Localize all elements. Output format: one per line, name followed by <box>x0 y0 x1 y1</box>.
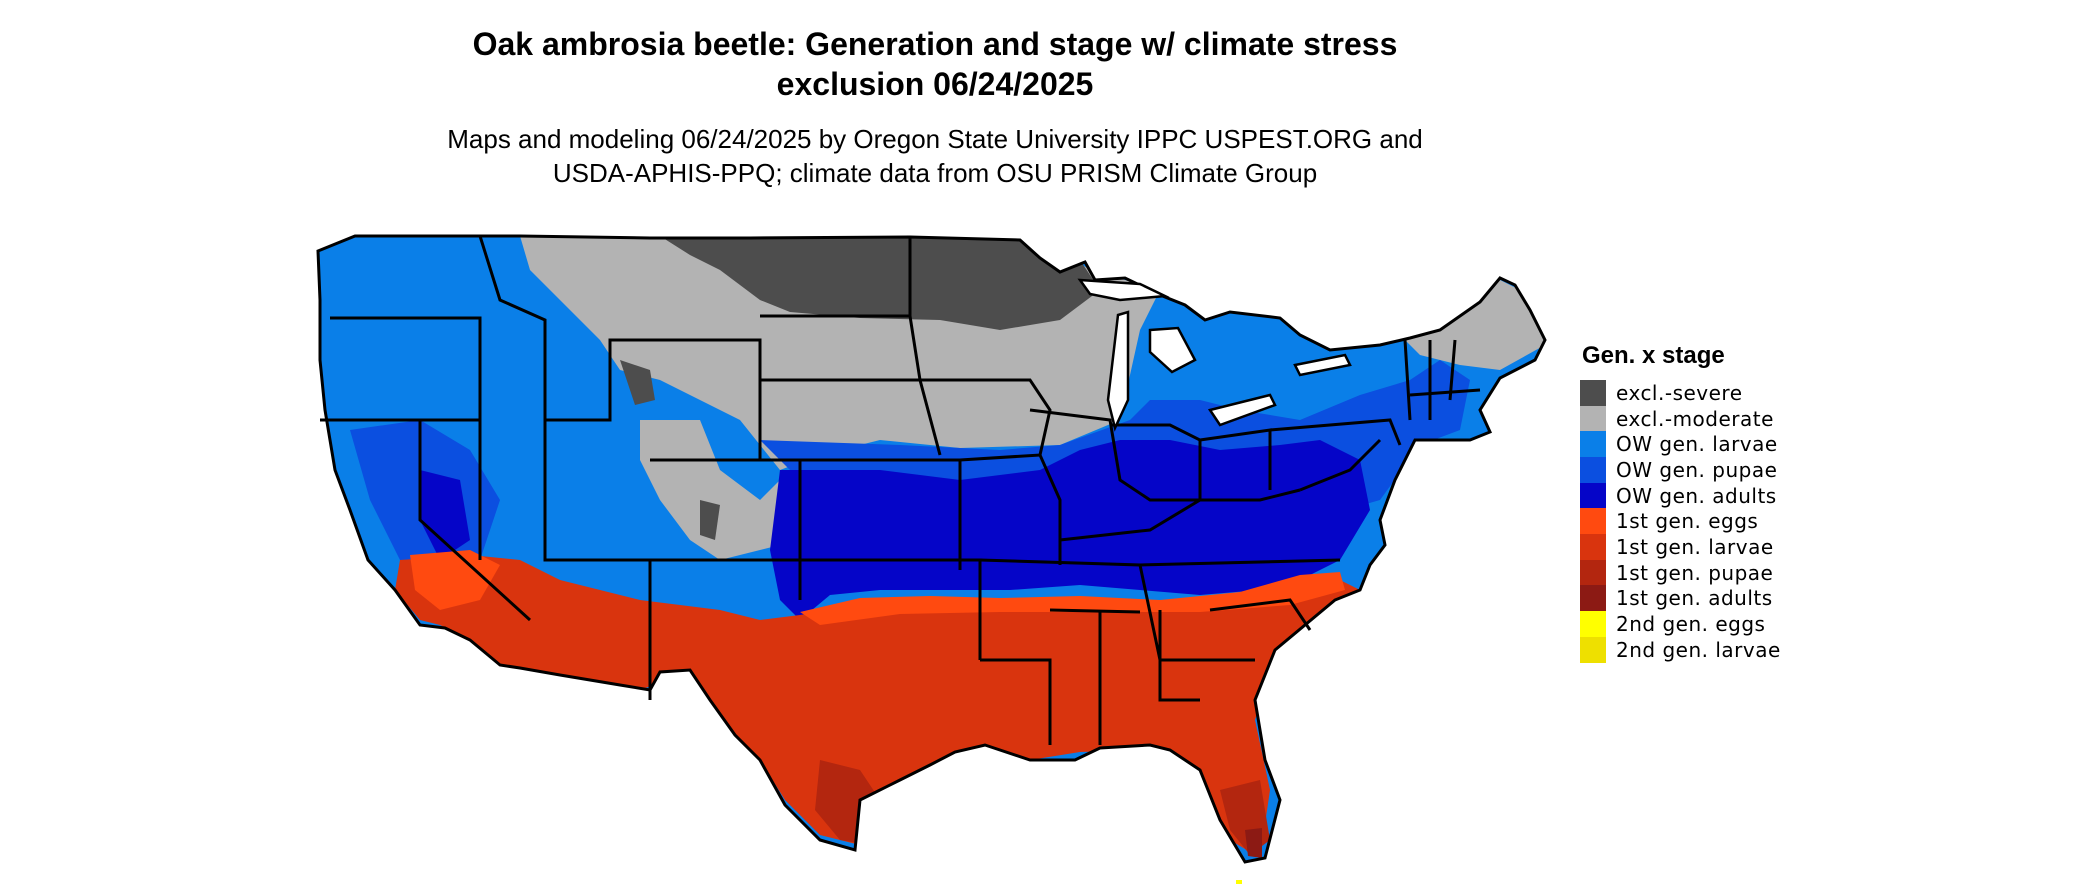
legend-label: excl.-moderate <box>1616 406 1774 431</box>
legend-swatch <box>1580 636 1606 663</box>
legend-title: Gen. x stage <box>1582 342 1725 369</box>
legend-swatch <box>1580 559 1606 586</box>
legend-swatch <box>1580 482 1606 509</box>
legend: Gen. x stage excl.-severe excl.-moderate O… <box>1580 342 1781 663</box>
legend-label: 2nd gen. larvae <box>1616 637 1781 662</box>
region-1st-gen-larvae <box>395 555 1360 858</box>
map-title: Oak ambrosia beetle: Generation and stag… <box>330 24 1540 104</box>
lake-ontario <box>1293 353 1352 377</box>
legend-item: 1st gen. eggs <box>1580 508 1781 535</box>
region-excl-severe-colorado <box>700 500 720 540</box>
region-ow-adults-west <box>420 470 470 560</box>
region-excl-severe <box>660 236 1100 330</box>
legend-item: OW gen. adults <box>1580 482 1781 509</box>
legend-label: OW gen. pupae <box>1616 457 1778 482</box>
legend-label: 2nd gen. eggs <box>1616 612 1766 637</box>
legend-label: excl.-severe <box>1616 380 1743 405</box>
map-subtitle-line-1: Maps and modeling 06/24/2025 by Oregon S… <box>447 124 1423 154</box>
region-1st-gen-eggs-california <box>410 550 500 610</box>
legend-item: OW gen. pupae <box>1580 456 1781 483</box>
legend-item: 1st gen. pupae <box>1580 559 1781 586</box>
legend-swatch <box>1580 456 1606 483</box>
legend-swatch <box>1580 585 1606 612</box>
lake-superior <box>1077 278 1170 302</box>
legend-swatch <box>1580 405 1606 432</box>
region-excl-severe-wyoming <box>620 360 655 405</box>
legend-label: 1st gen. eggs <box>1616 509 1759 534</box>
great-lakes <box>1077 278 1352 432</box>
legend-label: 1st gen. pupae <box>1616 560 1774 585</box>
legend-label: 1st gen. larvae <box>1616 534 1774 559</box>
legend-item: 2nd gen. eggs <box>1580 611 1781 638</box>
legend-swatch <box>1580 508 1606 535</box>
lake-huron <box>1148 326 1197 374</box>
legend-label: OW gen. larvae <box>1616 432 1778 457</box>
region-2nd-gen-eggs <box>1236 880 1242 884</box>
stage-regions <box>318 236 1545 862</box>
legend-item: 2nd gen. larvae <box>1580 636 1781 663</box>
legend-items: excl.-severe excl.-moderate OW gen. larvae… <box>1580 379 1781 663</box>
legend-item: excl.-severe <box>1580 379 1781 406</box>
lake-michigan <box>1106 310 1130 432</box>
region-ow-adults <box>770 440 1370 620</box>
state-boundaries <box>316 234 1547 864</box>
legend-item: excl.-moderate <box>1580 405 1781 432</box>
legend-label: OW gen. adults <box>1616 483 1777 508</box>
map-title-line-1: Oak ambrosia beetle: Generation and stag… <box>472 26 1398 62</box>
legend-item: 1st gen. adults <box>1580 585 1781 612</box>
legend-label: 1st gen. adults <box>1616 586 1773 611</box>
legend-item: OW gen. larvae <box>1580 431 1781 458</box>
legend-item: 1st gen. larvae <box>1580 533 1781 560</box>
region-1st-gen-eggs-band <box>800 572 1345 625</box>
legend-swatch <box>1580 431 1606 458</box>
map-subtitle-line-2: USDA-APHIS-PPQ; climate data from OSU PR… <box>552 158 1318 188</box>
legend-swatch <box>1580 611 1606 638</box>
legend-swatch <box>1580 533 1606 560</box>
legend-swatch <box>1580 379 1606 406</box>
lake-erie <box>1207 393 1277 427</box>
region-1st-gen-adults-florida <box>1245 828 1262 858</box>
map-subtitle: Maps and modeling 06/24/2025 by Oregon S… <box>330 122 1540 190</box>
map-title-line-2: exclusion 06/24/2025 <box>776 66 1094 102</box>
